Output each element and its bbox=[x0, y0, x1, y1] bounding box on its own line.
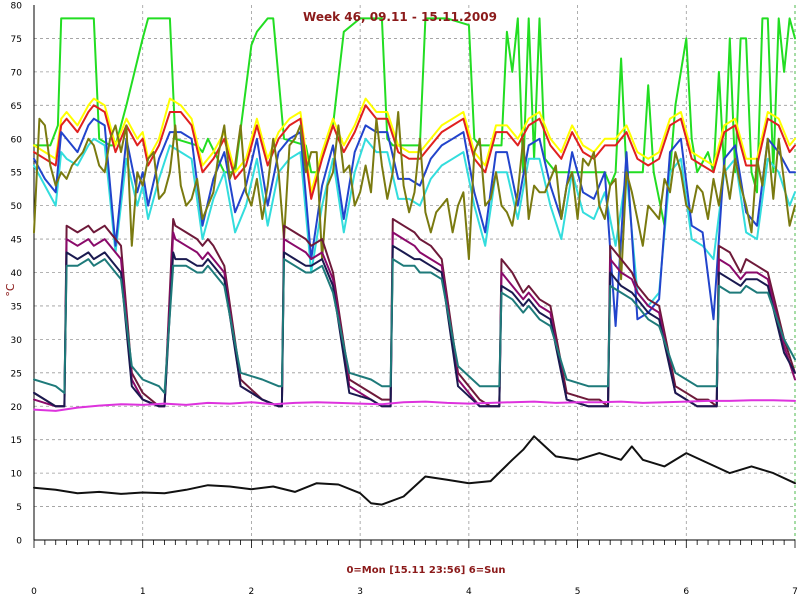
x-tick-label: 2 bbox=[249, 587, 255, 597]
series-line-10 bbox=[33, 258, 796, 394]
y-tick-label: 30 bbox=[11, 336, 23, 346]
y-tick-label: 0 bbox=[16, 537, 22, 547]
y-tick-label: 55 bbox=[11, 169, 22, 179]
x-tick-label: 3 bbox=[357, 587, 363, 597]
y-tick-label: 20 bbox=[11, 403, 23, 413]
y-axis-label: °C bbox=[4, 283, 17, 297]
series-line-9 bbox=[33, 244, 796, 408]
y-tick-label: 50 bbox=[11, 202, 23, 212]
y-tick-label: 15 bbox=[11, 436, 22, 446]
y-tick-label: 45 bbox=[11, 236, 22, 246]
series-line-4 bbox=[33, 137, 796, 307]
series-line-3 bbox=[33, 104, 796, 200]
y-tick-label: 70 bbox=[11, 68, 23, 78]
series-lines bbox=[33, 17, 796, 506]
y-tick-label: 60 bbox=[11, 135, 23, 145]
x-tick-label: 6 bbox=[683, 587, 689, 597]
x-tick-label: 0 bbox=[31, 587, 37, 597]
series-line-1 bbox=[33, 17, 796, 227]
x-tick-label: 1 bbox=[140, 587, 146, 597]
y-tick-label: 5 bbox=[16, 503, 22, 513]
chart-footer: 0=Mon [15.11 23:56] 6=Sun bbox=[346, 565, 505, 576]
y-tick-label: 75 bbox=[11, 35, 22, 45]
chart-title: Week 46, 09.11 - 15.11.2009 bbox=[303, 10, 497, 24]
x-tick-label: 5 bbox=[575, 587, 581, 597]
y-tick-label: 65 bbox=[11, 102, 22, 112]
x-tick-label: 4 bbox=[466, 587, 472, 597]
series-line-11 bbox=[33, 399, 796, 412]
y-tick-label: 25 bbox=[11, 369, 22, 379]
y-tick-label: 40 bbox=[11, 269, 23, 279]
y-tick-label: 80 bbox=[11, 2, 23, 12]
y-tick-label: 35 bbox=[11, 302, 22, 312]
series-line-2 bbox=[33, 97, 796, 194]
y-tick-label: 10 bbox=[11, 470, 23, 480]
x-tick-label: 7 bbox=[792, 587, 798, 597]
series-line-6 bbox=[33, 111, 796, 281]
series-line-12 bbox=[33, 435, 796, 506]
